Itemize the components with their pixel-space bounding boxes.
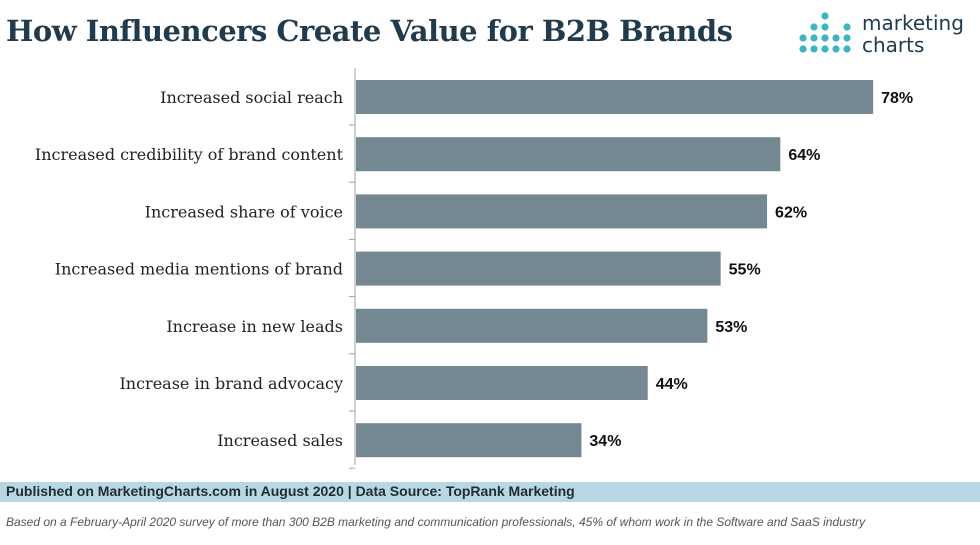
value-label: 78% (881, 90, 913, 107)
chart-title: How Influencers Create Value for B2B Bra… (6, 14, 733, 48)
footer-source: Published on MarketingCharts.com in Augu… (6, 483, 575, 499)
logo-dot (821, 12, 829, 20)
logo-dot (799, 34, 807, 42)
logo-dot (832, 34, 840, 42)
logo-dots-icon (799, 12, 851, 53)
logo-dot (810, 45, 818, 53)
logo-dot (843, 23, 851, 31)
value-label: 64% (788, 147, 820, 164)
logo-dot (821, 23, 829, 31)
logo-dot (821, 34, 829, 42)
logo-line-1: marketing (862, 11, 964, 35)
bar (356, 366, 648, 400)
category-label: Increased sales (217, 431, 343, 450)
logo-dot (821, 45, 829, 53)
category-label: Increased credibility of brand content (35, 145, 344, 164)
value-label: 53% (715, 319, 747, 336)
category-label: Increase in new leads (166, 317, 343, 336)
value-label: 34% (589, 433, 621, 450)
value-label: 44% (656, 376, 688, 393)
value-label: 62% (775, 204, 807, 221)
bar (356, 194, 768, 229)
category-label: Increase in brand advocacy (119, 374, 343, 393)
footer-note: Based on a February-April 2020 survey of… (6, 515, 866, 529)
bar (356, 308, 708, 343)
logo-text: marketing charts (862, 12, 964, 56)
bar (356, 251, 721, 286)
marketingcharts-logo[interactable]: marketing charts (798, 10, 978, 62)
logo-dot (843, 45, 851, 53)
bar (356, 137, 781, 172)
logo-dot (832, 45, 840, 53)
bar-chart-svg: Increased social reach 78% Increased credi… (35, 68, 913, 469)
category-label: Increased share of voice (145, 202, 343, 221)
category-label: Increased social reach (160, 88, 343, 107)
bar (356, 423, 582, 458)
logo-dot (843, 34, 851, 42)
logo-dot (810, 34, 818, 42)
logo-dot (810, 23, 818, 31)
bar (356, 80, 874, 114)
logo-dot (799, 45, 807, 53)
footer-band: Published on MarketingCharts.com in Augu… (0, 482, 980, 502)
value-label: 55% (729, 262, 761, 279)
category-label: Increased media mentions of brand (55, 260, 343, 279)
logo-line-2: charts (862, 33, 925, 57)
bar-chart: Increased social reach 78% Increased credi… (0, 68, 980, 473)
